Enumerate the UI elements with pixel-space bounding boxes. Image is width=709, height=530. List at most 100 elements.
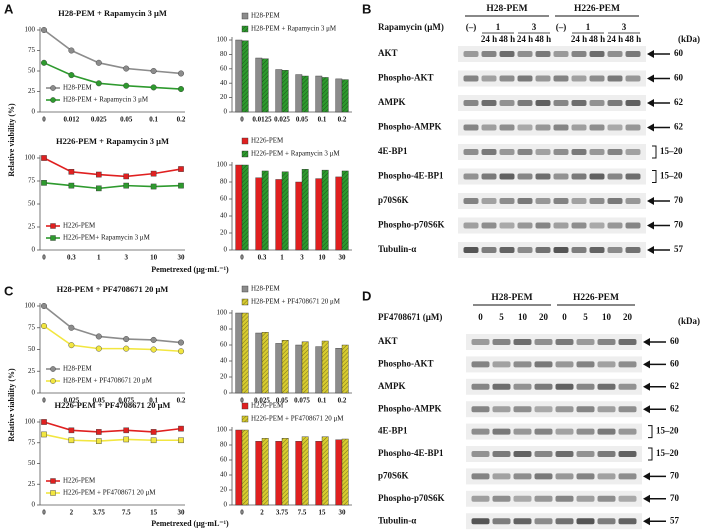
bar-hatch bbox=[282, 171, 289, 250]
band bbox=[555, 406, 574, 413]
row-label: Phospho-p70S6K bbox=[378, 493, 445, 503]
y-tick-label: 50 bbox=[28, 200, 36, 208]
band bbox=[553, 149, 569, 155]
marker bbox=[150, 336, 157, 343]
band bbox=[597, 518, 616, 525]
band bbox=[471, 339, 490, 345]
y-tick-label: 20 bbox=[220, 229, 228, 237]
band bbox=[463, 149, 479, 155]
x-tick-label: 0.2 bbox=[338, 116, 347, 124]
band bbox=[534, 339, 553, 345]
arrow-head bbox=[643, 472, 650, 481]
marker bbox=[178, 182, 184, 189]
x-tick-label: 0 bbox=[42, 116, 46, 124]
x-tick-label: 0.05 bbox=[296, 116, 309, 124]
band bbox=[571, 173, 587, 180]
group-label: H226-PEM bbox=[574, 4, 620, 14]
band bbox=[607, 247, 623, 253]
group-label: H28-PEM bbox=[491, 293, 532, 303]
marker bbox=[177, 70, 184, 77]
bar bbox=[295, 344, 303, 394]
x-tick-label: 30 bbox=[339, 254, 347, 262]
band bbox=[553, 75, 569, 82]
band bbox=[481, 247, 497, 253]
y-tick-label: 100 bbox=[217, 309, 228, 317]
legend-label: H28-PEM bbox=[251, 12, 281, 20]
row-label: AMPK bbox=[378, 381, 406, 391]
kda-value: 70 bbox=[674, 195, 684, 205]
blot-background bbox=[458, 168, 646, 185]
band bbox=[499, 149, 515, 155]
band bbox=[513, 495, 532, 502]
time-label: 24 h bbox=[481, 34, 497, 44]
time-label: 48 h bbox=[625, 34, 641, 44]
band bbox=[607, 100, 623, 106]
kda-value: 60 bbox=[674, 73, 684, 83]
legend-label: H28-PEM bbox=[63, 365, 93, 373]
marker bbox=[177, 86, 184, 93]
y-tick-label: 25 bbox=[28, 367, 36, 375]
y-tick-label: 25 bbox=[28, 87, 36, 95]
marker bbox=[41, 180, 47, 186]
x-tick-label: 0 bbox=[240, 116, 244, 124]
marker bbox=[95, 80, 102, 87]
bar bbox=[315, 75, 323, 113]
marker bbox=[123, 82, 130, 89]
band bbox=[625, 173, 641, 180]
kda-value: 15–20 bbox=[656, 448, 679, 458]
x-tick-label: 0.1 bbox=[318, 397, 327, 405]
band bbox=[576, 361, 595, 368]
bar bbox=[275, 441, 283, 506]
y-tick-label: 0 bbox=[32, 389, 36, 397]
band bbox=[571, 100, 587, 106]
x-tick-label: 0.2 bbox=[177, 116, 186, 124]
legend-swatch bbox=[241, 137, 249, 145]
band bbox=[535, 247, 551, 253]
y-tick-label: 50 bbox=[28, 459, 36, 467]
series-line bbox=[43, 325, 182, 353]
band bbox=[607, 149, 623, 155]
x-tick-label: 2 bbox=[70, 509, 74, 517]
band bbox=[553, 51, 569, 57]
band bbox=[481, 222, 497, 229]
y-tick-label: 25 bbox=[28, 480, 36, 488]
bar-hatch bbox=[322, 170, 329, 250]
band bbox=[576, 383, 595, 390]
arrow-head bbox=[643, 494, 650, 503]
arrow-head bbox=[643, 405, 650, 414]
band bbox=[571, 198, 587, 204]
dose-label: 10 bbox=[602, 312, 612, 322]
band bbox=[555, 495, 574, 502]
band bbox=[607, 124, 623, 131]
band bbox=[555, 361, 574, 368]
band bbox=[553, 100, 569, 106]
series-line bbox=[43, 305, 182, 344]
band bbox=[463, 100, 479, 106]
bracket bbox=[648, 425, 653, 439]
legend-label: H28-PEM + PF4708671 20 μM bbox=[251, 298, 341, 306]
x-tick-label: 0.3 bbox=[258, 254, 267, 262]
legend-hatch bbox=[242, 416, 248, 422]
bar bbox=[335, 348, 343, 394]
marker bbox=[68, 47, 75, 54]
x-tick-label: 0.075 bbox=[118, 397, 134, 405]
legend-marker bbox=[50, 366, 56, 372]
band bbox=[499, 222, 515, 229]
band bbox=[471, 495, 490, 502]
x-tick-label: 0.025 bbox=[254, 397, 270, 405]
y-tick-label: 0 bbox=[32, 108, 36, 116]
band bbox=[618, 361, 637, 368]
x-tick-label: 10 bbox=[319, 254, 327, 262]
band bbox=[589, 124, 605, 131]
bar-hatch bbox=[342, 345, 349, 393]
time-label: 24 h bbox=[517, 34, 533, 44]
row-label: Phospho-4E-BP1 bbox=[378, 171, 444, 181]
marker bbox=[41, 155, 47, 161]
band bbox=[625, 198, 641, 204]
bar-hatch bbox=[342, 79, 349, 112]
legend-label: H28-PEM bbox=[251, 285, 281, 293]
legend-label: H226-PEM + PF4708671 20 μM bbox=[251, 415, 344, 423]
band bbox=[463, 222, 479, 229]
dose-label: 5 bbox=[499, 312, 504, 322]
band bbox=[463, 75, 479, 82]
